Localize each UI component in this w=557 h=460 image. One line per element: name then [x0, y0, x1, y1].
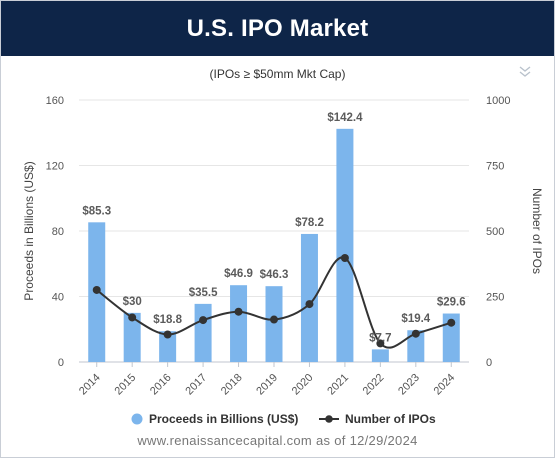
x-tick-label: 2020	[290, 372, 316, 398]
line-point[interactable]	[447, 318, 456, 327]
x-tick-label: 2018	[219, 372, 245, 398]
bar[interactable]	[336, 128, 354, 362]
line-point[interactable]	[411, 329, 420, 338]
line-point[interactable]	[163, 330, 172, 339]
line-point[interactable]	[128, 313, 137, 322]
x-tick-label: 2016	[148, 372, 174, 398]
legend-bar-marker	[131, 413, 143, 425]
bar[interactable]	[265, 286, 283, 362]
bar-data-label: $78.2	[295, 217, 324, 229]
y-tick-right: 750	[486, 161, 504, 173]
bar[interactable]	[300, 233, 318, 362]
bar[interactable]	[194, 303, 212, 362]
bar-data-label: $142.4	[327, 112, 363, 124]
line-series	[92, 253, 456, 349]
bar-data-label: $29.6	[437, 297, 466, 309]
bar[interactable]	[159, 331, 177, 362]
legend: Proceeds in Billions (US$) Number of IPO…	[131, 412, 436, 426]
y-tick-left: 40	[52, 292, 64, 304]
data-labels: $85.3 $30 $18.8 $35.5 $46.9 $46.3 $78.2 $142.4 $…	[82, 112, 465, 345]
x-tick-label: 2022	[361, 372, 387, 398]
legend-item-ipos[interactable]: Number of IPOs	[345, 412, 436, 426]
chevron-down-icon[interactable]	[518, 65, 532, 79]
line-point[interactable]	[376, 339, 385, 348]
line-point[interactable]	[305, 300, 314, 309]
x-tick-label: 2023	[396, 372, 422, 398]
x-tick-label: 2015	[113, 372, 139, 398]
y-tick-right: 1000	[486, 95, 510, 107]
bar-data-label: $46.3	[260, 269, 289, 281]
bar[interactable]	[230, 285, 248, 362]
bar-data-label: $18.8	[153, 314, 182, 326]
bar-data-label: $35.5	[189, 287, 218, 299]
bar[interactable]	[123, 312, 141, 362]
y-tick-right: 250	[486, 292, 504, 304]
x-tick-label: 2019	[254, 372, 280, 398]
x-tick-label: 2014	[77, 372, 103, 398]
bar[interactable]	[371, 349, 389, 362]
y-tick-left: 160	[46, 95, 64, 107]
line-point[interactable]	[92, 285, 101, 294]
bar-series	[88, 128, 460, 362]
y-axis-left-title: Proceeds in Billions (US$)	[22, 161, 36, 300]
bar[interactable]	[442, 313, 460, 362]
x-tick-label: 2021	[325, 372, 351, 398]
bar-data-label: $19.4	[401, 313, 430, 325]
y-tick-left: 0	[58, 357, 64, 369]
y-tick-left: 120	[46, 161, 64, 173]
x-tick-label: 2024	[432, 372, 458, 398]
y-tick-right: 500	[486, 226, 504, 238]
y-axis-right-title: Number of IPOs	[530, 188, 544, 274]
source-footer[interactable]: www.renaissancecapital.com as of 12/29/2…	[137, 433, 418, 448]
bar-data-label: $85.3	[82, 205, 111, 217]
legend-item-proceeds[interactable]: Proceeds in Billions (US$)	[149, 412, 298, 426]
x-tick-label: 2017	[183, 372, 209, 398]
line-point[interactable]	[270, 315, 278, 324]
y-tick-left: 80	[52, 226, 64, 238]
bar-data-label: $46.9	[224, 268, 253, 280]
line-point[interactable]	[234, 307, 243, 316]
bar-data-label: $30	[123, 296, 142, 308]
y-tick-right: 0	[486, 357, 492, 369]
chart-subtitle: (IPOs ≥ $50mm Mkt Cap)	[209, 67, 346, 81]
line-point[interactable]	[199, 316, 208, 325]
bar-data-label: $7.7	[369, 332, 391, 344]
header-bar: U.S. IPO Market	[1, 1, 554, 56]
bar[interactable]	[407, 330, 425, 362]
line-point[interactable]	[340, 253, 349, 262]
legend-line-dot	[325, 415, 333, 423]
chart-title: U.S. IPO Market	[186, 14, 369, 42]
